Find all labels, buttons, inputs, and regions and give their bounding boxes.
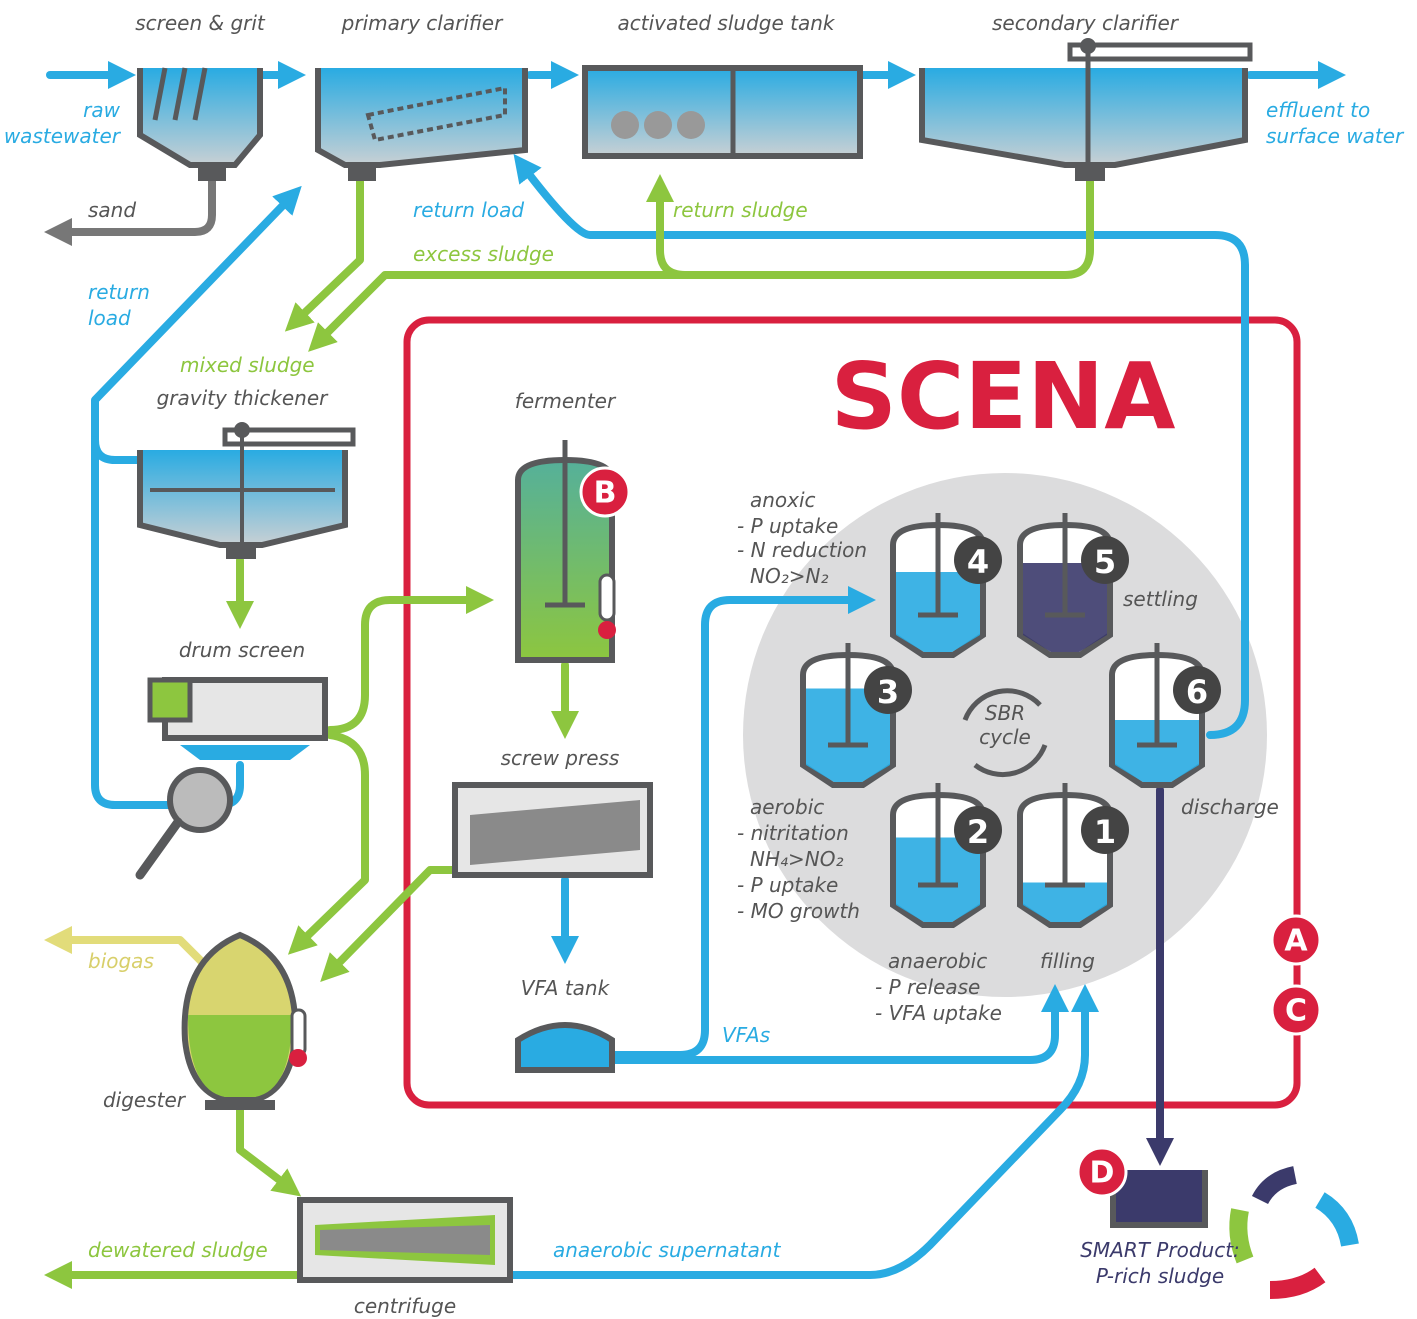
shape [1070,45,1250,59]
label: returnload [88,280,150,330]
pipe-or-shape [330,870,455,972]
pipe-or-shape [1113,1170,1205,1225]
vfa-tank [518,1025,612,1070]
label: VFAs [722,1023,770,1047]
drum-screen [140,680,325,875]
phase-label: filling [1040,949,1095,973]
process-diagram: 1 2 3 4 5 6 screen & grit primary clarifier a… [0,0,1417,1319]
pipe-or-shape [140,822,178,875]
badge-letter: C [1285,994,1307,1029]
shape [677,111,705,139]
tank-number: 3 [877,673,899,711]
gravity-thickener [140,422,353,559]
pipe-or-shape [318,68,525,165]
screw-press [455,785,650,875]
label: dewatered sludge [88,1238,268,1262]
shape [234,422,250,438]
tank-number: 2 [967,813,989,851]
primary-clarifier [318,68,525,181]
label: activated sludge tank [617,11,835,35]
screen-grit [140,68,260,181]
pipe-or-shape [150,680,190,720]
label: sand [88,198,136,222]
recycle-arrows [1238,1175,1350,1290]
shape [205,1100,275,1110]
shape [289,1049,307,1067]
centrifuge [300,1200,510,1280]
pipe-or-shape [1320,1200,1350,1245]
label: secondary clarifier [992,11,1180,35]
pipe-or-shape [295,180,360,322]
pipe-or-shape [320,1225,490,1255]
shape [598,621,616,639]
label: gravity thickener [157,386,330,410]
label: anaerobic supernatant [553,1238,782,1262]
badge-letter: A [1284,924,1308,959]
shape [1080,38,1096,54]
shape [226,545,256,559]
shape [611,111,639,139]
scena-title: SCENA [831,343,1176,450]
badge-letter: B [594,476,617,511]
secondary-clarifier [922,38,1250,181]
label: centrifuge [354,1294,456,1318]
label: return sludge [673,198,808,222]
pipe-or-shape [660,180,1090,275]
pipe-or-shape [240,1110,290,1188]
pipe-or-shape [1270,1275,1320,1290]
shape [600,575,614,620]
shape [1075,165,1105,181]
label: return load [413,198,524,222]
label: screen & grit [135,11,266,35]
label: biogas [88,949,154,973]
pipe-or-shape [1260,1175,1295,1200]
shape [348,165,376,181]
label: mixed sludge [180,353,315,377]
label: effluent tosurface water [1266,98,1405,148]
phase-label: discharge [1181,795,1279,819]
shape [644,111,672,139]
digester [185,935,307,1110]
label: primary clarifier [341,11,504,35]
pipe-or-shape [298,735,365,945]
badge-letter: D [1090,1156,1115,1191]
pipe-or-shape [95,440,140,460]
tank-number: 1 [1094,813,1116,851]
tank-number: 5 [1094,543,1116,581]
product-bin [1113,1170,1205,1225]
shape [198,165,226,181]
tank-number: 6 [1186,673,1208,711]
activated-sludge-tank [585,68,860,156]
label: drum screen [179,638,305,662]
label: screw press [501,746,620,770]
shape [292,1010,305,1055]
pipe-or-shape [922,68,1245,165]
pipe-or-shape [180,745,310,760]
label: digester [103,1088,187,1112]
pipe-or-shape [318,275,685,342]
tank-number: 4 [967,543,989,581]
phase-label: settling [1123,587,1198,611]
label: excess sludge [413,242,554,266]
label: rawwastewater [4,98,122,148]
label: fermenter [515,389,617,413]
product-label: SMART Product:P-rich sludge [1080,1238,1240,1288]
label: VFA tank [521,976,611,1000]
